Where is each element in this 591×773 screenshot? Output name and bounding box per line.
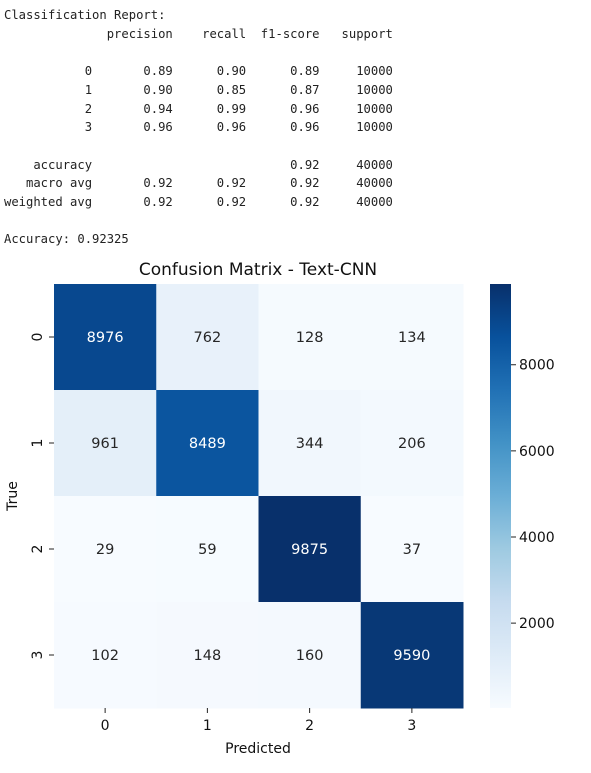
cell-value-label: 206	[398, 436, 426, 452]
cell-value-label: 59	[198, 542, 216, 558]
heatmap-cell	[258, 602, 362, 709]
y-tick-label: 0	[30, 333, 46, 342]
classification-report: Classification Report: precision recall …	[4, 8, 393, 247]
cell-value-label: 961	[91, 436, 119, 452]
x-tick-label: 2	[305, 718, 314, 734]
heatmap-cell	[54, 602, 157, 709]
heatmap-cell	[360, 496, 464, 603]
cell-value-label: 148	[194, 648, 222, 664]
heatmap-cells: 8976 762 128 134 961 8489 344 206 29 59 9875 37 102 1…	[54, 284, 464, 709]
cell-value-label: 9590	[393, 648, 430, 664]
colorbar	[490, 284, 511, 708]
cell-value-label: 134	[398, 330, 426, 346]
heatmap-cell	[258, 496, 362, 603]
heatmap-cell	[360, 602, 464, 709]
heatmap-cell	[54, 284, 157, 391]
cell-value-label: 762	[194, 330, 222, 346]
colorbar-tick-label: 8000	[519, 358, 555, 374]
cell-value-label: 37	[403, 542, 421, 558]
confusion-matrix-chart: Confusion Matrix - Text-CNN 8976 762 128 13…	[5, 260, 555, 757]
heatmap-cell	[156, 390, 259, 497]
y-tick-label: 1	[30, 439, 46, 448]
x-tick-label: 3	[407, 718, 416, 734]
y-tick-label: 3	[30, 651, 46, 660]
cell-value-label: 102	[91, 648, 119, 664]
cell-value-label: 8489	[189, 436, 226, 452]
y-axis-label: True	[5, 481, 21, 512]
heatmap-cell	[156, 496, 259, 603]
cell-value-label: 9875	[291, 542, 328, 558]
cell-value-label: 128	[296, 330, 324, 346]
x-axis-ticks: 0 1 2 3	[101, 708, 416, 734]
colorbar-ticks: 2000 4000 6000 8000	[511, 358, 555, 632]
cell-value-label: 344	[296, 436, 324, 452]
x-axis-label: Predicted	[225, 741, 291, 757]
x-tick-label: 0	[101, 718, 110, 734]
heatmap-cell	[360, 390, 464, 497]
heatmap-cell	[54, 496, 157, 603]
heatmap-cell	[54, 390, 157, 497]
colorbar-tick-label: 4000	[519, 530, 555, 546]
heatmap-cell	[156, 284, 259, 391]
cell-value-label: 160	[296, 648, 324, 664]
heatmap-cell	[156, 602, 259, 709]
heatmap-cell	[258, 284, 362, 391]
x-tick-label: 1	[203, 718, 212, 734]
chart-title: Confusion Matrix - Text-CNN	[139, 260, 377, 280]
heatmap-cell	[360, 284, 464, 391]
cell-value-label: 8976	[87, 330, 124, 346]
colorbar-tick-label: 2000	[519, 616, 555, 632]
y-tick-label: 2	[30, 545, 46, 554]
cell-value-label: 29	[96, 542, 114, 558]
colorbar-tick-label: 6000	[519, 444, 555, 460]
heatmap-cell	[258, 390, 362, 497]
y-axis-ticks: 0 1 2 3	[30, 333, 54, 660]
